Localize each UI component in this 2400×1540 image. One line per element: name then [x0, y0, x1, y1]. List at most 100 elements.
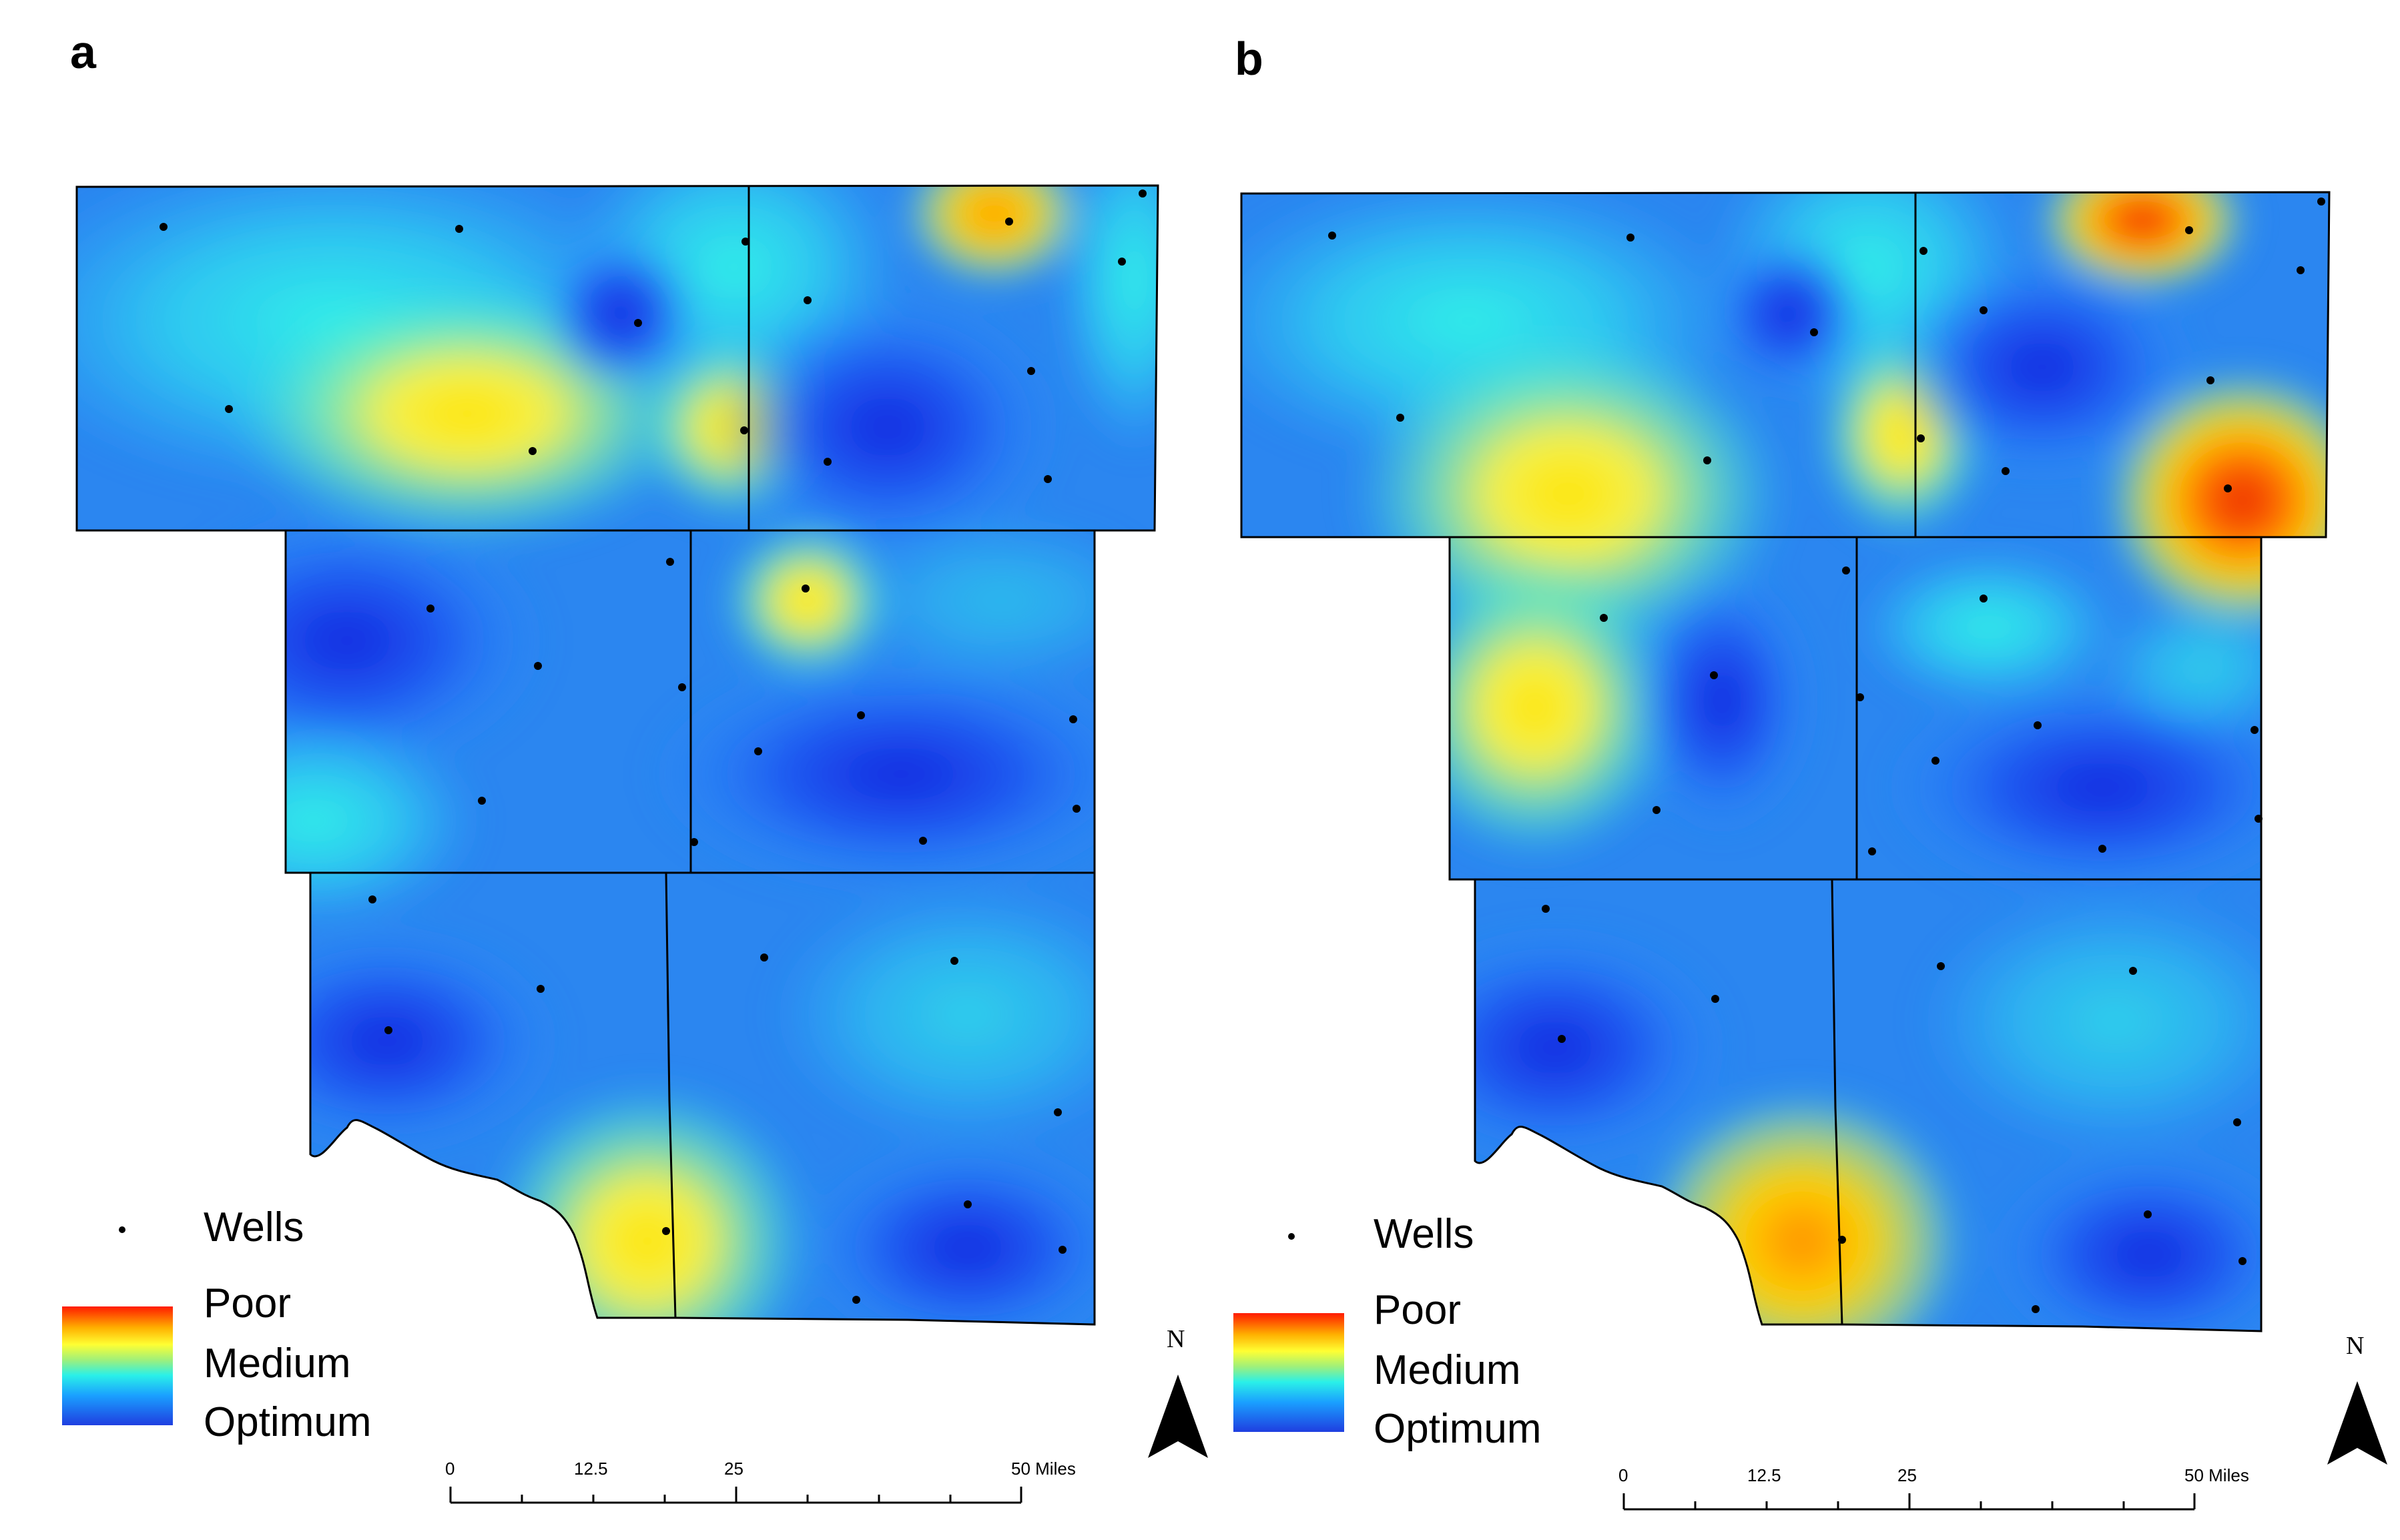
well-marker	[426, 605, 434, 613]
well-marker	[754, 747, 762, 755]
well-marker	[678, 683, 686, 691]
well-marker	[160, 223, 168, 231]
well-marker	[455, 225, 463, 233]
well-marker	[852, 1296, 860, 1304]
well-marker	[950, 957, 958, 965]
well-marker	[1810, 328, 1818, 336]
panel-b-boundaries	[1240, 191, 2331, 1332]
legend-b-optimum: Optimum	[1374, 1406, 1542, 1452]
well-marker	[2144, 1210, 2152, 1218]
well-marker	[225, 405, 233, 413]
well-marker	[1073, 805, 1081, 813]
well-marker	[1937, 962, 1945, 970]
well-marker	[741, 238, 749, 246]
legend-a-wells: Wells	[204, 1204, 304, 1250]
well-marker	[760, 953, 768, 961]
well-marker	[2297, 266, 2305, 274]
panel-a-letter: a	[70, 26, 96, 78]
legend-a-poor: Poor	[204, 1280, 291, 1326]
well-marker	[1980, 595, 1988, 603]
well-marker	[368, 895, 376, 903]
legend-b-medium: Medium	[1374, 1347, 1521, 1393]
well-legend-marker	[119, 1226, 125, 1233]
well-marker	[1139, 189, 1147, 198]
legend-a-optimum: Optimum	[204, 1399, 372, 1445]
panel-b-scale-bar	[1622, 1493, 2196, 1511]
panel-b-north-label: N	[2346, 1332, 2365, 1360]
well-marker	[1059, 1246, 1067, 1254]
well-marker	[634, 319, 642, 327]
well-marker	[919, 837, 927, 845]
well-marker	[740, 426, 748, 434]
scale-a-25: 25	[724, 1459, 743, 1479]
well-marker	[1917, 434, 1925, 442]
scale-b-12-5: 12.5	[1747, 1465, 1781, 1485]
panel-a-north-label: N	[1167, 1325, 1185, 1353]
well-marker	[2032, 1305, 2040, 1313]
scale-a-0: 0	[445, 1459, 455, 1479]
well-marker	[662, 1227, 670, 1235]
panel-b-wells	[1328, 198, 2325, 1313]
well-marker	[2233, 1118, 2241, 1126]
well-marker	[824, 458, 832, 466]
well-marker	[1600, 614, 1608, 622]
well-marker	[2251, 726, 2259, 734]
legend-b-wells: Wells	[1374, 1211, 1474, 1257]
panel-a-surface	[77, 185, 1158, 1324]
well-marker	[1919, 247, 1927, 255]
well-marker	[804, 296, 812, 304]
scale-b-0: 0	[1618, 1465, 1628, 1485]
well-marker	[2002, 467, 2010, 475]
well-marker	[1542, 905, 1550, 913]
well-marker	[1842, 566, 1850, 574]
well-marker	[1931, 757, 1939, 765]
well-marker	[1838, 1236, 1846, 1244]
north-arrow-icon	[2327, 1381, 2387, 1465]
well-marker	[1328, 232, 1336, 240]
well-marker	[529, 447, 537, 455]
well-marker	[802, 585, 810, 593]
well-marker	[1558, 1035, 1566, 1043]
well-marker	[2034, 721, 2042, 729]
well-marker	[964, 1200, 972, 1208]
legend-a-medium: Medium	[204, 1340, 351, 1387]
panel-a-wells	[160, 189, 1147, 1304]
well-marker	[666, 558, 674, 566]
well-marker	[1703, 456, 1711, 464]
well-marker	[690, 838, 698, 846]
well-marker	[1710, 671, 1718, 679]
well-marker	[1856, 693, 1864, 701]
well-marker	[1027, 367, 1035, 375]
well-marker	[1711, 995, 1719, 1003]
well-marker	[2098, 845, 2106, 853]
scale-a-12-5: 12.5	[574, 1459, 608, 1479]
well-marker	[2255, 815, 2263, 823]
panel-b-surface	[1241, 192, 2329, 1331]
well-marker	[1118, 258, 1126, 266]
panel-a-north-arrow	[1148, 1375, 1208, 1458]
legend-b-poor: Poor	[1374, 1287, 1461, 1333]
well-marker	[1396, 414, 1404, 422]
well-marker	[2185, 226, 2193, 234]
well-legend-marker	[1288, 1233, 1295, 1240]
well-marker	[384, 1026, 392, 1034]
well-marker	[2224, 484, 2232, 492]
well-marker	[1626, 234, 1634, 242]
well-marker	[1653, 806, 1661, 814]
well-marker	[1980, 306, 1988, 314]
well-marker	[1044, 475, 1052, 483]
well-marker	[1054, 1108, 1062, 1116]
scale-a-50-miles: 50 Miles	[1011, 1459, 1076, 1479]
legend-b-color-ramp	[1233, 1313, 1344, 1432]
well-marker	[2206, 376, 2214, 384]
legend-a-color-ramp	[62, 1306, 173, 1425]
panel-a-boundaries	[75, 184, 1159, 1326]
well-marker	[1069, 715, 1077, 723]
well-marker	[1868, 847, 1876, 855]
scale-b-25: 25	[1897, 1465, 1917, 1485]
panel-a-scale-bar	[449, 1487, 1022, 1504]
well-marker	[857, 711, 865, 719]
panel-b-north-arrow	[2327, 1381, 2387, 1465]
